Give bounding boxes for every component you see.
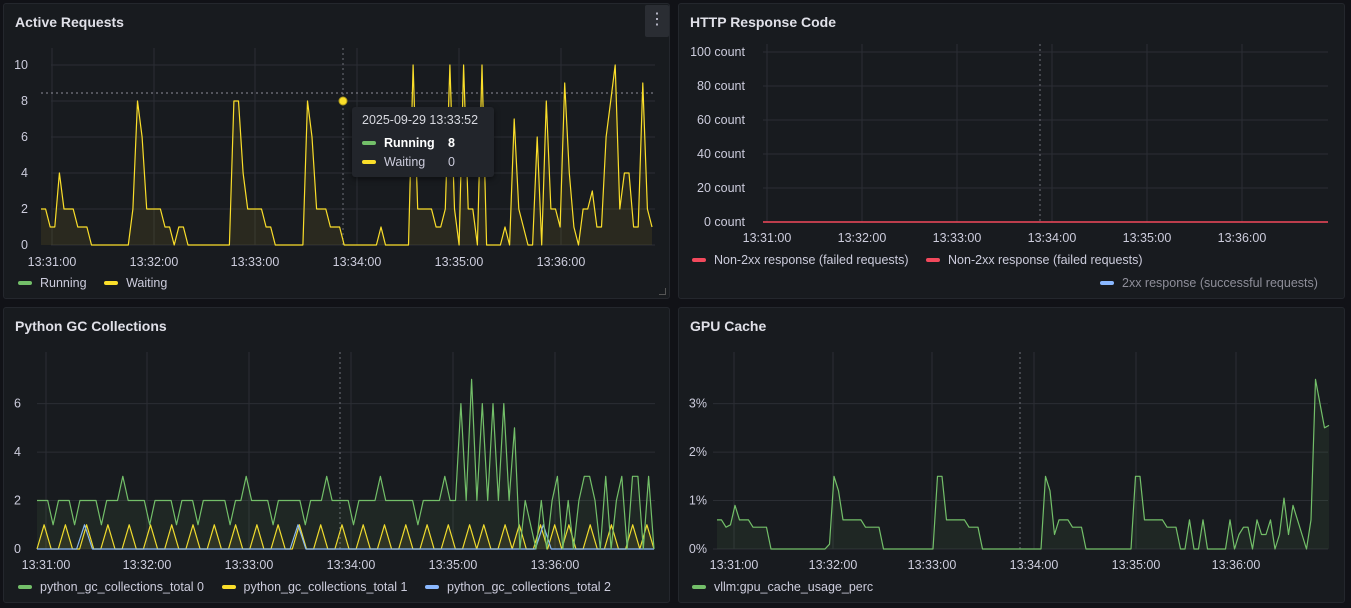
panel-python-gc: Python GC Collections 6 4 2 0 13:31:00 13:32:…	[3, 307, 670, 603]
tooltip-row-waiting: Waiting 0	[362, 152, 484, 171]
x-tick-label: 13:32:00	[838, 231, 887, 245]
gpu-cache-chart[interactable]: 3% 2% 1% 0%13:31:00 13:32:00 13:33:00 13:34:00…	[679, 308, 1346, 604]
series-color-swatch	[362, 159, 376, 164]
panel-gpu-cache: GPU Cache 3% 2% 1% 0% 13:31:00 13:32:00 13:33:…	[678, 307, 1345, 603]
x-tick-label: 13:31:00	[743, 231, 792, 245]
chart-legend: Non-2xx response (failed requests) Non-2…	[692, 251, 1157, 267]
active-requests-chart[interactable]: 10 8 6 4 2 013:31:00 13:32:00 13:33:00 13:34:00 1…	[4, 4, 671, 300]
legend-item-2xx[interactable]: 2xx response (successful requests)	[1100, 276, 1318, 290]
x-tick-label: 13:34:00	[1028, 231, 1077, 245]
x-tick-label: 13:33:00	[908, 558, 957, 572]
hover-point-marker	[338, 96, 348, 106]
x-tick-label: 13:36:00	[1218, 231, 1267, 245]
panel-title: GPU Cache	[690, 318, 767, 334]
panel-active-requests: Active Requests ⋮ 10 8 6 4 2 0 13:31:00 13:32:0…	[3, 3, 670, 299]
y-tick-label: 8	[21, 94, 28, 108]
series-gc-0-area	[37, 379, 654, 549]
y-tick-label: 6	[21, 130, 28, 144]
y-tick-label: 2	[14, 494, 21, 508]
legend-swatch	[1100, 281, 1114, 285]
x-tick-label: 13:32:00	[809, 558, 858, 572]
panel-menu-button[interactable]: ⋮	[645, 5, 669, 37]
series-gpu-cache-area	[717, 379, 1329, 549]
x-tick-label: 13:35:00	[429, 558, 478, 572]
legend-item-gc-2[interactable]: python_gc_collections_total 2	[425, 580, 611, 594]
legend-swatch	[18, 585, 32, 589]
x-tick-label: 13:34:00	[1010, 558, 1059, 572]
y-tick-label: 4	[14, 445, 21, 459]
panel-resize-handle[interactable]	[659, 288, 666, 295]
x-tick-label: 13:33:00	[231, 255, 280, 269]
series-gc-2-line	[37, 524, 654, 550]
python-gc-chart[interactable]: 6 4 2 013:31:00 13:32:00 13:33:00 13:34:00 13:3…	[4, 308, 671, 604]
legend-item-non-2xx-2[interactable]: Non-2xx response (failed requests)	[926, 253, 1143, 267]
legend-item-gc-0[interactable]: python_gc_collections_total 0	[18, 580, 204, 594]
legend-swatch	[926, 258, 941, 262]
panel-title: HTTP Response Code	[690, 14, 836, 30]
y-tick-label: 80 count	[697, 79, 745, 93]
x-tick-label: 13:33:00	[225, 558, 274, 572]
legend-swatch	[692, 585, 706, 589]
series-gpu-cache-line	[717, 378, 1330, 550]
chart-legend-hidden: 2xx response (successful requests)	[1100, 274, 1318, 290]
x-tick-label: 13:33:00	[933, 231, 982, 245]
tooltip-timestamp: 2025-09-29 13:33:52	[362, 113, 479, 127]
y-tick-label: 0%	[689, 542, 707, 556]
x-tick-label: 13:34:00	[333, 255, 382, 269]
panel-http-response-code: HTTP Response Code 100 count 80 count 60 c…	[678, 3, 1345, 299]
tooltip-row-running: Running 8	[362, 133, 484, 152]
panel-title: Active Requests	[15, 14, 124, 30]
legend-swatch	[104, 281, 119, 285]
series-waiting-area	[41, 65, 652, 245]
y-tick-label: 0	[21, 238, 28, 252]
legend-item-gc-1[interactable]: python_gc_collections_total 1	[221, 580, 408, 594]
y-tick-label: 3%	[689, 397, 707, 411]
series-waiting-line	[41, 64, 653, 246]
series-gc-0-line	[37, 378, 655, 550]
y-tick-label: 0	[14, 542, 21, 556]
y-tick-label: 60 count	[697, 113, 745, 127]
y-tick-label: 10	[14, 58, 28, 72]
x-tick-label: 13:36:00	[531, 558, 580, 572]
y-tick-label: 1%	[689, 494, 707, 508]
y-tick-label: 100 count	[690, 45, 745, 59]
x-tick-label: 13:32:00	[123, 558, 172, 572]
y-tick-label: 4	[21, 166, 28, 180]
x-tick-label: 13:35:00	[435, 255, 484, 269]
y-tick-label: 2%	[689, 445, 707, 459]
y-tick-label: 2	[21, 202, 28, 216]
series-color-swatch	[362, 140, 376, 145]
y-tick-label: 6	[14, 397, 21, 411]
http-response-chart[interactable]: 100 count 80 count 60 count 40 count 20 coun…	[679, 4, 1346, 300]
x-tick-label: 13:35:00	[1112, 558, 1161, 572]
y-tick-label: 20 count	[697, 181, 745, 195]
panel-title: Python GC Collections	[15, 318, 167, 334]
x-tick-label: 13:31:00	[710, 558, 759, 572]
x-tick-label: 13:35:00	[1123, 231, 1172, 245]
legend-swatch	[221, 585, 236, 589]
legend-item-gpu-cache[interactable]: vllm:gpu_cache_usage_perc	[692, 580, 873, 594]
legend-swatch	[425, 585, 439, 589]
legend-item-non-2xx-1[interactable]: Non-2xx response (failed requests)	[692, 253, 909, 267]
x-tick-label: 13:31:00	[28, 255, 77, 269]
x-tick-label: 13:31:00	[22, 558, 71, 572]
y-tick-label: 0 count	[704, 215, 746, 229]
x-tick-label: 13:36:00	[1212, 558, 1261, 572]
x-tick-label: 13:34:00	[327, 558, 376, 572]
chart-legend: python_gc_collections_total 0 python_gc_…	[18, 578, 625, 594]
legend-item-running[interactable]: Running	[18, 276, 87, 290]
y-tick-label: 40 count	[697, 147, 745, 161]
x-tick-label: 13:32:00	[130, 255, 179, 269]
more-vertical-icon: ⋮	[649, 11, 665, 28]
chart-legend: Running Waiting	[18, 274, 181, 290]
x-tick-label: 13:36:00	[537, 255, 586, 269]
chart-legend: vllm:gpu_cache_usage_perc	[692, 578, 887, 594]
chart-tooltip: 2025-09-29 13:33:52 Running 8 Waiting 0	[352, 107, 494, 177]
legend-swatch	[692, 258, 706, 262]
legend-swatch	[18, 281, 32, 285]
legend-item-waiting[interactable]: Waiting	[104, 276, 167, 290]
